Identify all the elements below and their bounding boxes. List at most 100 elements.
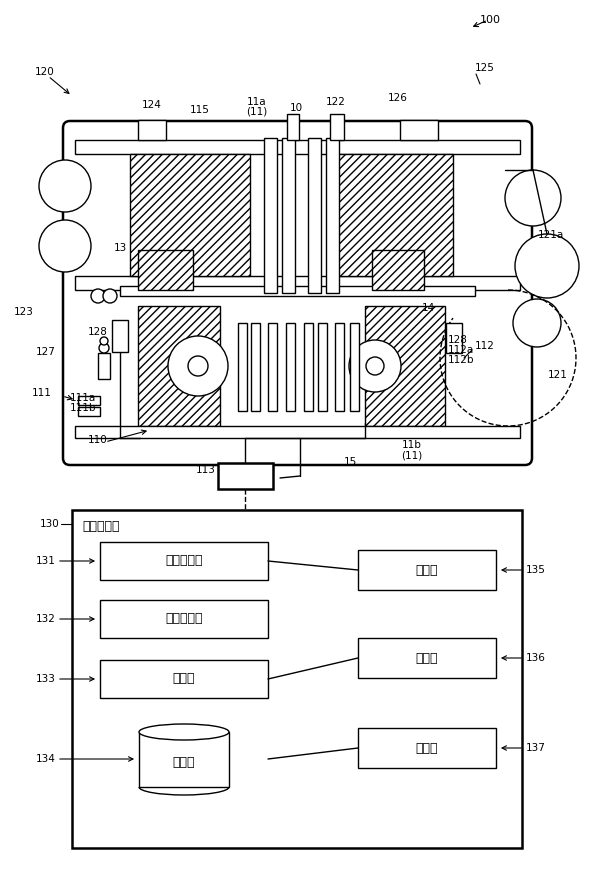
Text: 134: 134 <box>36 754 56 764</box>
Circle shape <box>515 234 579 298</box>
Text: 13: 13 <box>113 243 127 253</box>
Circle shape <box>513 299 561 347</box>
Text: 137: 137 <box>526 743 546 753</box>
Text: 136: 136 <box>526 653 546 663</box>
Text: 111: 111 <box>32 388 52 398</box>
Text: 計測制御部: 計測制御部 <box>165 612 203 625</box>
Bar <box>287 114 299 140</box>
Text: 11b: 11b <box>402 440 422 450</box>
Bar <box>120 286 475 296</box>
Ellipse shape <box>139 724 229 740</box>
Text: 14: 14 <box>422 303 435 313</box>
Bar <box>308 138 321 293</box>
Bar <box>78 396 100 405</box>
Text: (11): (11) <box>401 450 422 460</box>
Text: 121a: 121a <box>538 230 564 240</box>
Text: 111b: 111b <box>70 403 96 413</box>
Circle shape <box>168 336 228 396</box>
Bar <box>138 306 220 426</box>
Bar <box>238 323 247 411</box>
Bar <box>72 510 522 848</box>
Circle shape <box>100 337 108 345</box>
Text: 112a: 112a <box>448 345 474 355</box>
Text: 15: 15 <box>344 457 356 467</box>
Bar <box>400 120 438 140</box>
Circle shape <box>505 170 561 226</box>
Bar <box>350 323 359 411</box>
Bar <box>282 138 295 293</box>
Text: 128: 128 <box>88 327 108 337</box>
Text: 111a: 111a <box>70 393 96 403</box>
Bar <box>264 138 277 293</box>
Bar <box>98 353 110 379</box>
Text: メモリ: メモリ <box>173 757 195 769</box>
Bar <box>78 407 100 416</box>
Bar <box>138 250 193 290</box>
Bar <box>139 732 229 787</box>
Bar <box>372 250 424 290</box>
Text: 110: 110 <box>88 435 108 445</box>
Text: 135: 135 <box>526 565 546 575</box>
Bar <box>318 323 327 411</box>
Circle shape <box>103 289 117 303</box>
Circle shape <box>349 340 401 392</box>
Bar <box>138 120 166 140</box>
Text: 132: 132 <box>36 614 56 624</box>
Text: 112b: 112b <box>448 355 474 365</box>
Text: 127: 127 <box>36 347 56 357</box>
Bar <box>358 638 496 678</box>
Bar <box>218 463 273 489</box>
Text: 125: 125 <box>475 63 495 73</box>
Text: (11): (11) <box>247 106 268 116</box>
Circle shape <box>366 357 384 375</box>
Bar <box>130 154 250 276</box>
Text: 評価部: 評価部 <box>416 652 438 664</box>
Bar <box>338 154 453 276</box>
Text: 120: 120 <box>35 67 55 77</box>
Text: 130: 130 <box>40 519 60 529</box>
Circle shape <box>39 220 91 272</box>
Text: 133: 133 <box>36 674 56 684</box>
Bar <box>251 323 260 411</box>
Bar <box>75 426 520 438</box>
Text: 115: 115 <box>190 105 210 115</box>
Text: 入力部: 入力部 <box>416 564 438 577</box>
Bar <box>75 276 520 290</box>
Bar <box>100 660 268 698</box>
Text: 100: 100 <box>479 15 501 25</box>
Text: 122: 122 <box>326 97 346 107</box>
Text: 112: 112 <box>475 341 495 351</box>
Text: 11a: 11a <box>247 97 267 107</box>
Bar <box>75 140 520 154</box>
Text: 126: 126 <box>388 93 408 103</box>
FancyBboxPatch shape <box>63 121 532 465</box>
Text: 出力部: 出力部 <box>416 742 438 754</box>
Text: 128: 128 <box>448 335 468 345</box>
Bar <box>268 323 277 411</box>
Text: 124: 124 <box>142 100 162 110</box>
Bar <box>358 728 496 768</box>
Bar <box>100 600 268 638</box>
Bar <box>365 306 445 426</box>
Bar <box>335 323 344 411</box>
Bar <box>304 323 313 411</box>
Text: 121: 121 <box>548 370 568 380</box>
Text: 演算部: 演算部 <box>173 672 195 685</box>
Bar <box>112 320 128 352</box>
Circle shape <box>188 356 208 376</box>
Bar <box>326 138 339 293</box>
Circle shape <box>91 289 105 303</box>
Bar <box>358 550 496 590</box>
Bar <box>286 323 295 411</box>
Circle shape <box>39 160 91 212</box>
Text: 131: 131 <box>36 556 56 566</box>
Bar <box>330 114 344 140</box>
Text: 113: 113 <box>196 465 216 475</box>
Text: 123: 123 <box>14 307 34 317</box>
Bar <box>100 542 268 580</box>
Text: 演算制御部: 演算制御部 <box>82 519 119 533</box>
Text: 10: 10 <box>290 103 302 113</box>
Bar <box>446 323 462 353</box>
Text: 駆動制御部: 駆動制御部 <box>165 555 203 567</box>
Circle shape <box>99 343 109 353</box>
